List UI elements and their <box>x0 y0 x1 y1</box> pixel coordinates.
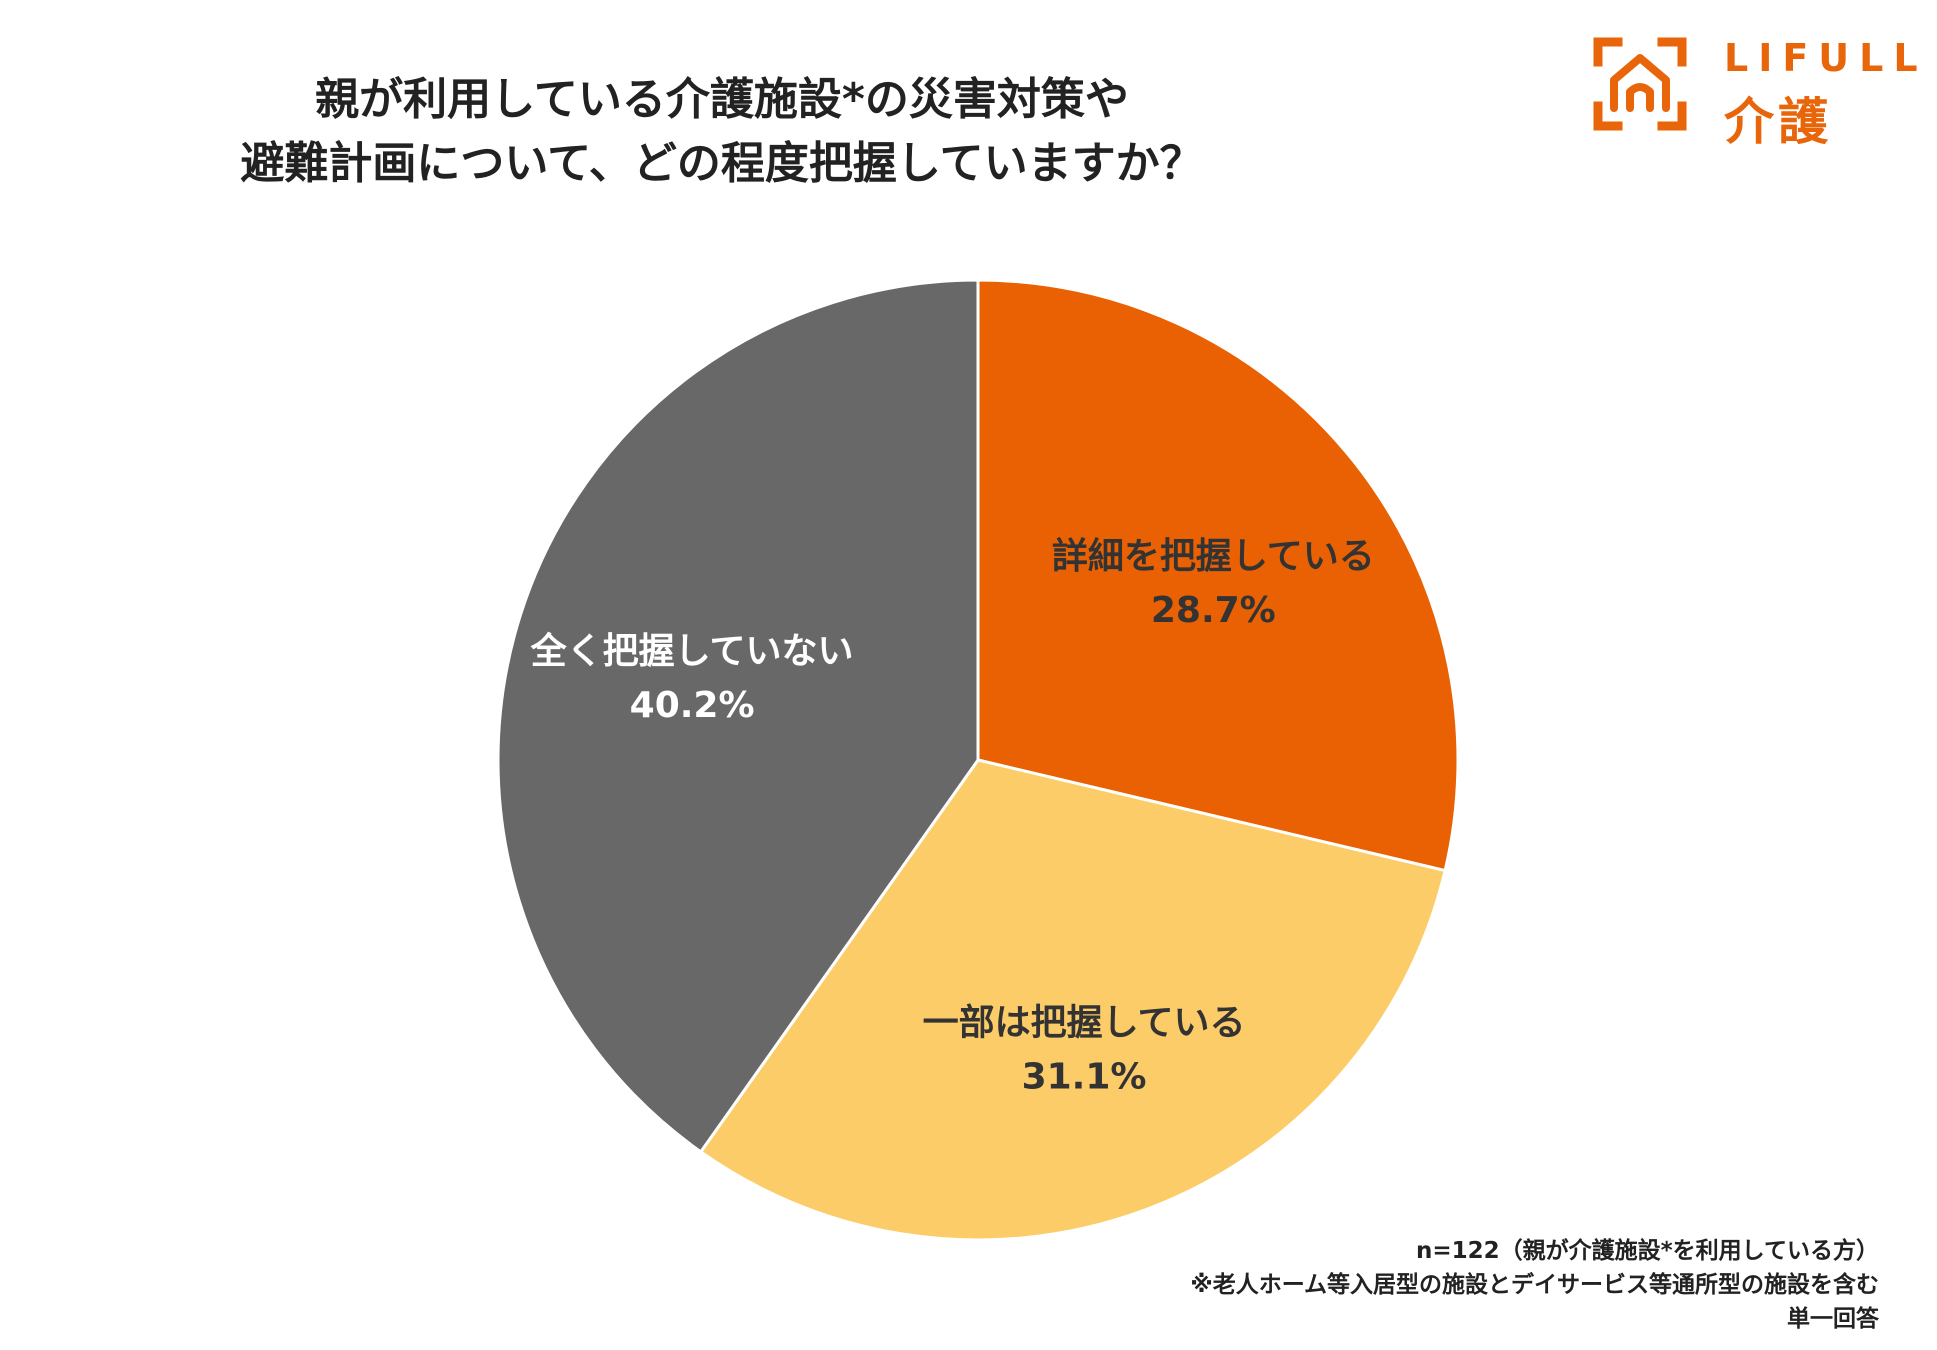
house-bracket-icon <box>1593 37 1687 131</box>
pie-slice-1 <box>976 278 1460 873</box>
pie-slice-2 <box>698 758 1447 1242</box>
chart-notes: n=122（親が介護施設*を利用している方） ※老人ホーム等入居型の施設とデイサ… <box>1190 1234 1879 1336</box>
pie-slice-value-1: 28.7% <box>1151 590 1276 631</box>
logo-sub-text: 介護 <box>1724 93 1832 151</box>
chart-title-line-1: 親が利用している介護施設*の災害対策や <box>315 74 1129 125</box>
pie-slice-label-1: 詳細を把握している <box>1052 536 1375 577</box>
pie-slice-3 <box>496 278 980 1154</box>
answer-type-note: 単一回答 <box>1787 1306 1879 1332</box>
pie-slice-value-3: 40.2% <box>630 685 755 726</box>
lifull-logo: LIFULL 介護 <box>1592 36 1918 151</box>
pie-slices <box>496 278 1460 1242</box>
chart-title: 親が利用している介護施設*の災害対策や 避難計画について、どの程度把握しています… <box>0 68 1444 196</box>
chart-title-line-2: 避難計画について、どの程度把握していますか？ <box>240 138 1204 189</box>
pie-labels: 詳細を把握している 28.7% 一部は把握している 31.1% 全く把握していない 40.… <box>530 536 1375 1098</box>
facility-footnote: ※老人ホーム等入居型の施設とデイサービス等通所型の施設を含む <box>1190 1272 1879 1298</box>
logo-brand-text: LIFULL <box>1724 36 1928 80</box>
pie-slice-label-2: 一部は把握している <box>923 1003 1246 1044</box>
pie-slice-label-3: 全く把握していない <box>530 630 854 672</box>
pie-slice-value-2: 31.1% <box>1022 1057 1147 1098</box>
sample-size-note: n=122（親が介護施設*を利用している方） <box>1416 1238 1879 1264</box>
